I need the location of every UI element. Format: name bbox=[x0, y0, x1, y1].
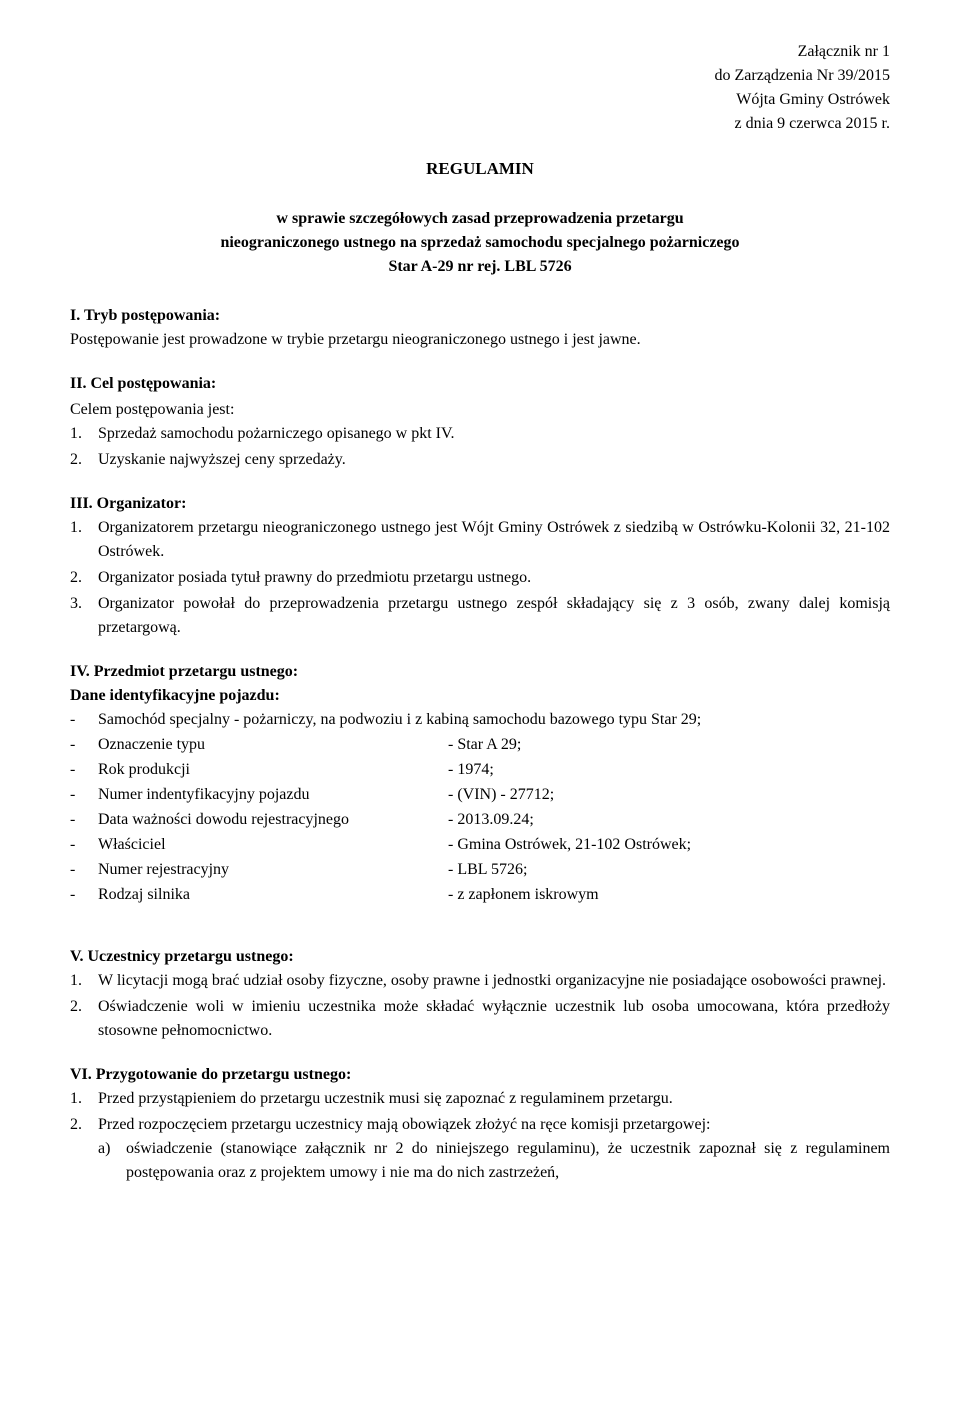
attachment-header: Załącznik nr 1 do Zarządzenia Nr 39/2015… bbox=[70, 40, 890, 136]
list-item: 2.Uzyskanie najwyższej ceny sprzedaży. bbox=[98, 448, 890, 472]
section-6-heading: VI. Przygotowanie do przetargu ustnego: bbox=[70, 1066, 351, 1083]
vehicle-value: - z zapłonem iskrowym bbox=[448, 883, 599, 907]
item-number: 1. bbox=[70, 516, 82, 540]
item-number: 2. bbox=[70, 566, 82, 590]
section-1-heading: I. Tryb postępowania: bbox=[70, 307, 220, 324]
item-text: Organizatorem przetargu nieograniczonego… bbox=[98, 519, 890, 560]
section-1-text: Postępowanie jest prowadzone w trybie pr… bbox=[70, 328, 890, 352]
vehicle-row: - Rok produkcji - 1974; bbox=[98, 758, 890, 782]
vehicle-label: Numer rejestracyjny bbox=[98, 858, 448, 882]
vehicle-value: - (VIN) - 27712; bbox=[448, 783, 554, 807]
vehicle-row: - Data ważności dowodu rejestracyjnego -… bbox=[98, 808, 890, 832]
dash-icon: - bbox=[70, 733, 75, 757]
vehicle-row: - Właściciel - Gmina Ostrówek, 21-102 Os… bbox=[98, 833, 890, 857]
header-line-3: Wójta Gminy Ostrówek bbox=[70, 88, 890, 112]
subtitle-line-3: Star A-29 nr rej. LBL 5726 bbox=[70, 255, 890, 279]
sub-item: a) oświadczenie (stanowiące załącznik nr… bbox=[126, 1137, 890, 1185]
item-text: Uzyskanie najwyższej ceny sprzedaży. bbox=[98, 451, 346, 468]
section-6-sublist: a) oświadczenie (stanowiące załącznik nr… bbox=[98, 1137, 890, 1185]
item-number: 2. bbox=[70, 448, 82, 472]
section-przedmiot: IV. Przedmiot przetargu ustnego: Dane id… bbox=[70, 660, 890, 907]
item-number: 2. bbox=[70, 1113, 82, 1137]
item-number: 1. bbox=[70, 969, 82, 993]
list-item: 2.Przed rozpoczęciem przetargu uczestnic… bbox=[98, 1113, 890, 1185]
sub-letter: a) bbox=[98, 1137, 110, 1161]
list-item: 1.Organizatorem przetargu nieograniczone… bbox=[98, 516, 890, 564]
dash-icon: - bbox=[70, 783, 75, 807]
list-item: 1.Przed przystąpieniem do przetargu ucze… bbox=[98, 1087, 890, 1111]
vehicle-label: Rok produkcji bbox=[98, 758, 448, 782]
vehicle-value: - LBL 5726; bbox=[448, 858, 527, 882]
vehicle-row: - Numer indentyfikacyjny pojazdu - (VIN)… bbox=[98, 783, 890, 807]
section-organizator: III. Organizator: 1. Organizatorem przeta… bbox=[70, 492, 890, 640]
section-4-heading: IV. Przedmiot przetargu ustnego: bbox=[70, 663, 298, 680]
list-item: 2.Oświadczenie woli w imieniu uczestnika… bbox=[98, 995, 890, 1043]
vehicle-value: - Star A 29; bbox=[448, 733, 521, 757]
section-5-list: 1. W licytacji mogą brać udział osoby fiz… bbox=[70, 969, 890, 1043]
vehicle-description: Samochód specjalny - pożarniczy, na podw… bbox=[98, 708, 701, 732]
section-uczestnicy: V. Uczestnicy przetargu ustnego: 1. W lic… bbox=[70, 945, 890, 1043]
dash-icon: - bbox=[70, 708, 75, 732]
dash-icon: - bbox=[70, 833, 75, 857]
dash-icon: - bbox=[70, 808, 75, 832]
vehicle-row: - Samochód specjalny - pożarniczy, na po… bbox=[98, 708, 890, 732]
section-4-subheading: Dane identyfikacyjne pojazdu: bbox=[70, 687, 280, 704]
section-2-heading: II. Cel postępowania: bbox=[70, 375, 216, 392]
item-number: 3. bbox=[70, 592, 82, 616]
section-3-heading: III. Organizator: bbox=[70, 495, 186, 512]
sub-text: oświadczenie (stanowiące załącznik nr 2 … bbox=[126, 1140, 890, 1181]
vehicle-value: - Gmina Ostrówek, 21-102 Ostrówek; bbox=[448, 833, 691, 857]
document-title: REGULAMIN bbox=[70, 156, 890, 182]
dash-icon: - bbox=[70, 758, 75, 782]
list-item: 3.Organizator powołał do przeprowadzenia… bbox=[98, 592, 890, 640]
section-cel: II. Cel postępowania: Celem postępowania… bbox=[70, 372, 890, 472]
vehicle-label: Numer indentyfikacyjny pojazdu bbox=[98, 783, 448, 807]
dash-icon: - bbox=[70, 883, 75, 907]
item-text: Organizator posiada tytuł prawny do prze… bbox=[98, 569, 531, 586]
header-line-1: Załącznik nr 1 bbox=[70, 40, 890, 64]
list-item: 1.Sprzedaż samochodu pożarniczego opisan… bbox=[98, 422, 890, 446]
section-przygotowanie: VI. Przygotowanie do przetargu ustnego: … bbox=[70, 1063, 890, 1185]
section-5-heading: V. Uczestnicy przetargu ustnego: bbox=[70, 948, 294, 965]
subtitle-line-2: nieograniczonego ustnego na sprzedaż sam… bbox=[70, 231, 890, 255]
header-line-2: do Zarządzenia Nr 39/2015 bbox=[70, 64, 890, 88]
item-text: Przed rozpoczęciem przetargu uczestnicy … bbox=[98, 1116, 710, 1133]
item-number: 1. bbox=[70, 422, 82, 446]
vehicle-label: Rodzaj silnika bbox=[98, 883, 448, 907]
section-2-list: 1. Sprzedaż samochodu pożarniczego opisan… bbox=[70, 422, 890, 472]
item-text: Sprzedaż samochodu pożarniczego opisaneg… bbox=[98, 425, 454, 442]
item-text: W licytacji mogą brać udział osoby fizyc… bbox=[98, 972, 886, 989]
list-item: 2.Organizator posiada tytuł prawny do pr… bbox=[98, 566, 890, 590]
vehicle-row: - Rodzaj silnika - z zapłonem iskrowym bbox=[98, 883, 890, 907]
vehicle-value: - 2013.09.24; bbox=[448, 808, 534, 832]
section-2-intro: Celem postępowania jest: bbox=[70, 398, 890, 422]
section-3-list: 1. Organizatorem przetargu nieograniczone… bbox=[70, 516, 890, 640]
section-tryb: I. Tryb postępowania: Postępowanie jest … bbox=[70, 304, 890, 352]
list-item: 1.W licytacji mogą brać udział osoby fiz… bbox=[98, 969, 890, 993]
document-subtitle: w sprawie szczegółowych zasad przeprowad… bbox=[70, 207, 890, 279]
vehicle-row: - Oznaczenie typu - Star A 29; bbox=[98, 733, 890, 757]
item-text: Oświadczenie woli w imieniu uczestnika m… bbox=[98, 998, 890, 1039]
subtitle-line-1: w sprawie szczegółowych zasad przeprowad… bbox=[70, 207, 890, 231]
vehicle-label: Właściciel bbox=[98, 833, 448, 857]
vehicle-label: Data ważności dowodu rejestracyjnego bbox=[98, 808, 448, 832]
vehicle-value: - 1974; bbox=[448, 758, 494, 782]
vehicle-row: - Numer rejestracyjny - LBL 5726; bbox=[98, 858, 890, 882]
item-number: 1. bbox=[70, 1087, 82, 1111]
header-line-4: z dnia 9 czerwca 2015 r. bbox=[70, 112, 890, 136]
section-6-list: 1. Przed przystąpieniem do przetargu ucze… bbox=[70, 1087, 890, 1185]
item-text: Organizator powołał do przeprowadzenia p… bbox=[98, 595, 890, 636]
dash-icon: - bbox=[70, 858, 75, 882]
vehicle-label: Oznaczenie typu bbox=[98, 733, 448, 757]
item-number: 2. bbox=[70, 995, 82, 1019]
vehicle-data-list: - Samochód specjalny - pożarniczy, na po… bbox=[70, 708, 890, 907]
item-text: Przed przystąpieniem do przetargu uczest… bbox=[98, 1090, 673, 1107]
